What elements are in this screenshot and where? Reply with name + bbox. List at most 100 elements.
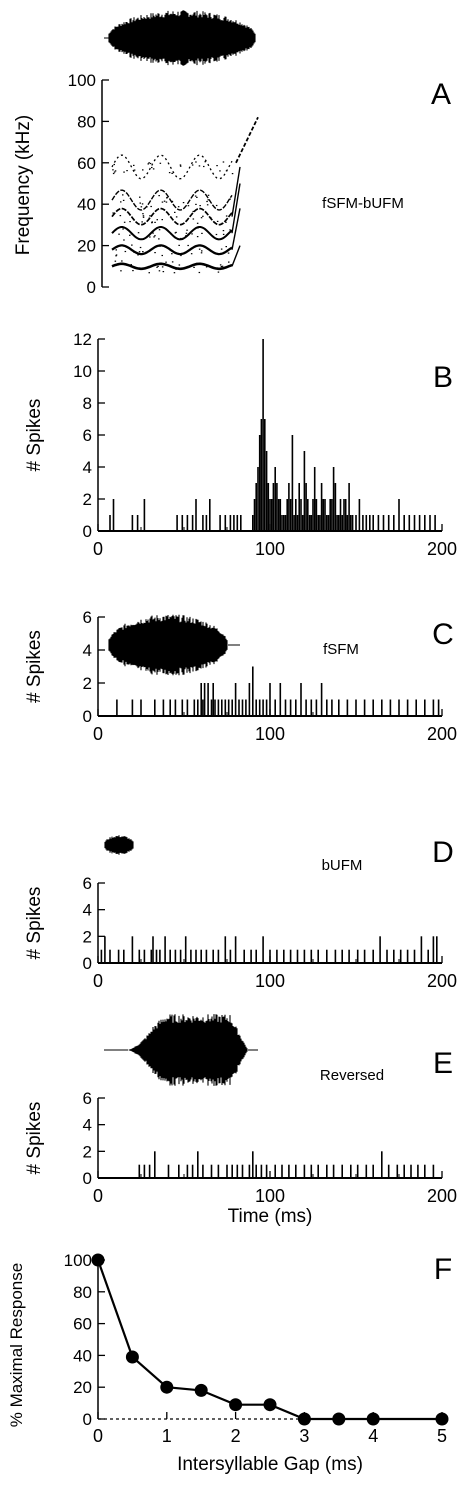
oscillogram-e <box>128 1014 248 1086</box>
spike-bar <box>231 699 233 716</box>
spike-bar <box>186 1164 189 1178</box>
spike-bar <box>377 515 380 531</box>
y-tick-label-f: 20 <box>73 1378 92 1397</box>
spike-bar <box>415 699 417 716</box>
spike-bar <box>308 515 311 531</box>
spike-bar <box>362 515 364 531</box>
spike-bar <box>212 949 214 963</box>
harmonic-band <box>111 226 233 241</box>
spike-bar <box>324 499 326 531</box>
spike-bar <box>310 1164 313 1178</box>
x-tick-label-c: 100 <box>255 724 285 744</box>
x-tick-label-f: 2 <box>231 1426 241 1446</box>
spike-bar <box>148 1164 151 1178</box>
spike-bar <box>131 936 134 963</box>
spike-bar <box>202 1164 204 1178</box>
spike-bar <box>265 451 268 531</box>
spike-bar <box>234 683 237 716</box>
data-point <box>125 1350 139 1364</box>
spike-bar <box>338 699 340 716</box>
spike-bar <box>417 1164 419 1178</box>
spike-bar <box>339 499 342 531</box>
spike-bar <box>184 936 187 963</box>
x-tick-label-e: 200 <box>427 1186 457 1206</box>
spike-bar <box>434 515 436 531</box>
spike-bar <box>179 949 182 963</box>
spike-bar <box>334 483 337 531</box>
y-tick-label-a: 60 <box>77 154 96 173</box>
y-tick-label-c: 6 <box>83 608 92 627</box>
data-point <box>160 1380 174 1394</box>
spike-bar <box>217 1164 220 1178</box>
spike-bar <box>231 1164 233 1178</box>
spike-bar <box>358 499 361 531</box>
spike-bar <box>238 699 240 716</box>
harmonic-band <box>111 207 233 226</box>
spike-bar <box>210 699 213 716</box>
y-tick-label-f: 100 <box>64 1251 92 1270</box>
spike-bar <box>252 666 254 716</box>
y-tick-label-a: 40 <box>77 195 96 214</box>
spike-bar <box>341 515 343 531</box>
spike-bar <box>365 1164 368 1178</box>
spike-bar <box>288 483 290 531</box>
spike-bar <box>248 683 251 716</box>
data-point <box>366 1412 380 1426</box>
spike-bar <box>284 699 287 716</box>
x-tick-label-e: 0 <box>93 1186 103 1206</box>
spike-bar <box>159 949 161 963</box>
spike-bar <box>284 515 287 531</box>
spike-bar <box>214 699 216 716</box>
spike-bar <box>155 949 158 963</box>
spike-bar <box>372 949 374 963</box>
spike-bar <box>356 1164 359 1178</box>
spike-bar <box>329 499 331 531</box>
spike-bar <box>109 515 111 531</box>
spike-bar <box>403 515 405 531</box>
fm-sweep <box>231 208 241 250</box>
spike-bar <box>313 467 316 531</box>
spike-bar <box>432 936 435 963</box>
spike-bar <box>234 936 237 963</box>
spike-bar <box>164 936 166 963</box>
y-axis-label-b: # Spikes <box>24 399 45 472</box>
spike-bar <box>326 515 328 531</box>
spike-bar <box>143 499 146 531</box>
y-tick-label-d: 4 <box>83 901 92 920</box>
spike-bar <box>197 699 199 716</box>
panel-letter-f: F <box>434 1253 452 1286</box>
spike-bar <box>289 699 292 716</box>
spike-bar <box>281 515 283 531</box>
spike-bar <box>363 699 366 716</box>
spike-bar <box>169 699 171 716</box>
spike-bar <box>100 949 103 963</box>
x-tick-label-b: 200 <box>427 539 457 559</box>
spike-bar <box>307 499 309 531</box>
spike-bar <box>343 499 345 531</box>
spike-bar <box>186 699 189 716</box>
spike-bar <box>109 949 111 963</box>
spike-bar <box>410 1164 412 1178</box>
spike-bar <box>300 499 302 531</box>
harmonic-band <box>111 154 234 180</box>
spike-bar <box>178 1164 180 1178</box>
x-tick-label-b: 100 <box>255 539 285 559</box>
spike-bars-c <box>116 666 440 716</box>
spike-bar <box>334 949 337 963</box>
spike-bar <box>224 515 227 531</box>
spike-bar <box>243 949 245 963</box>
y-tick-label-f: 40 <box>73 1346 92 1365</box>
spike-bar <box>260 1164 263 1178</box>
x-tick-label-f: 4 <box>368 1426 378 1446</box>
spike-bar <box>332 467 335 531</box>
spike-bar <box>212 683 214 716</box>
spike-bar <box>301 515 304 531</box>
spike-bar <box>289 949 292 963</box>
spike-bar <box>413 515 416 531</box>
spike-bar <box>398 699 400 716</box>
spike-bar <box>288 1164 290 1178</box>
spike-bar <box>276 949 278 963</box>
y-tick-label-e: 4 <box>83 1116 92 1135</box>
spike-bar <box>186 515 189 531</box>
